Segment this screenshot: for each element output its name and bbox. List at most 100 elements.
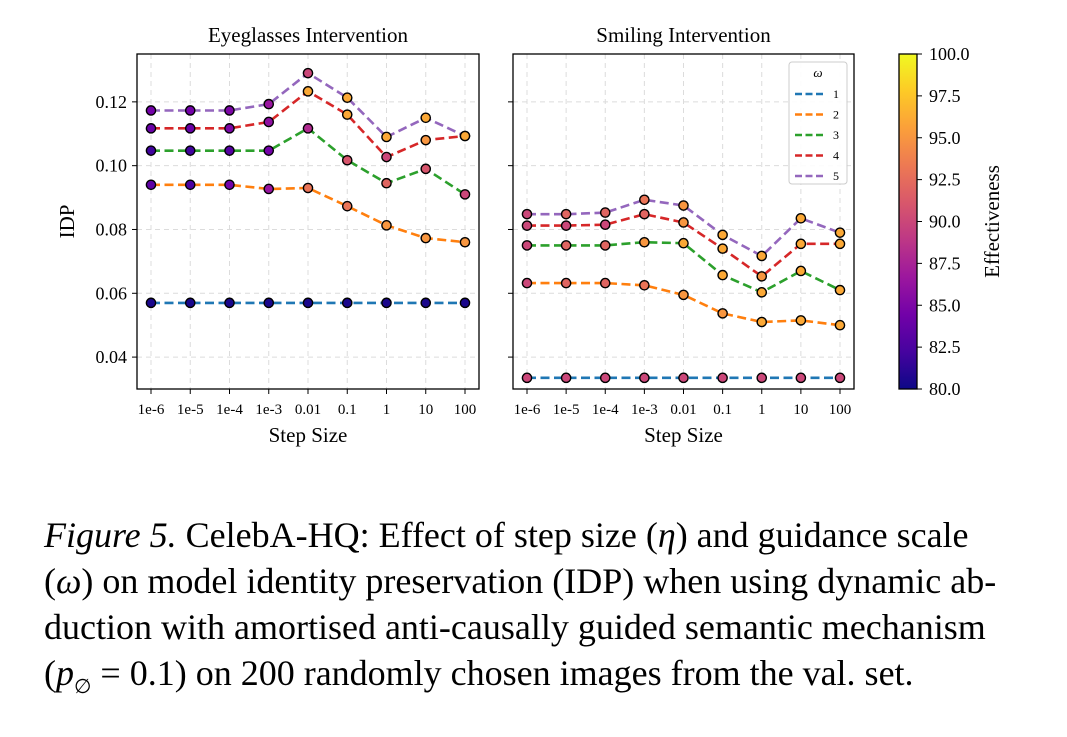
x-axis-label: Step Size <box>644 423 723 447</box>
data-point <box>381 177 392 189</box>
x-tick-label: 1e-6 <box>138 402 165 418</box>
colorbar-tick-label: 85.0 <box>929 295 961 315</box>
data-point <box>599 277 611 289</box>
panel-title: Eyeglasses Intervention <box>208 23 409 47</box>
data-point <box>341 200 353 212</box>
data-point <box>420 134 432 146</box>
colorbar-tick-label: 90.0 <box>929 212 961 232</box>
data-point <box>639 280 650 291</box>
data-point <box>717 229 728 241</box>
data-point <box>795 238 807 250</box>
series-line-omega-3 <box>527 240 841 294</box>
data-point <box>756 287 768 298</box>
colorbar-tick-label: 80.0 <box>929 379 961 399</box>
data-point <box>224 105 235 116</box>
data-point <box>678 200 689 211</box>
data-point <box>263 98 275 110</box>
data-point <box>184 123 196 134</box>
x-tick-label: 1e-3 <box>255 402 282 418</box>
data-point <box>834 284 846 296</box>
x-tick-label: 0.01 <box>670 402 696 418</box>
data-point <box>834 227 846 238</box>
data-point <box>302 182 314 194</box>
data-point <box>420 163 432 175</box>
x-tick-label: 1e-5 <box>177 402 204 418</box>
data-point <box>717 269 728 281</box>
colorbar-gradient <box>898 53 918 390</box>
legend-label: 5 <box>833 169 839 183</box>
data-point <box>599 207 611 218</box>
data-point <box>678 237 689 249</box>
data-point <box>756 372 768 384</box>
caption-text-3: ( <box>44 561 56 601</box>
data-point <box>459 189 471 200</box>
panel-title: Smiling Intervention <box>596 23 771 47</box>
colorbar-tick-label: 100.0 <box>929 44 970 64</box>
x-tick-label: 100 <box>454 402 477 418</box>
y-tick-label: 0.04 <box>96 347 128 367</box>
data-point <box>560 208 572 220</box>
data-point <box>795 265 807 277</box>
colorbar-label: Effectiveness <box>980 165 1004 278</box>
data-point <box>302 297 314 309</box>
smiling-panel: 1e-6 1e-5 1e-4 1e-3 0.01 0.1 1 10 100 Smiling Int… <box>508 23 855 447</box>
data-point <box>678 217 689 228</box>
caption-text-2: ) and guidance scale <box>675 515 969 555</box>
data-point <box>263 297 275 309</box>
data-point <box>145 123 157 134</box>
y-tick-label: 0.12 <box>96 92 128 112</box>
data-point <box>717 308 728 319</box>
x-tick-label: 100 <box>829 402 852 418</box>
data-point <box>834 319 846 331</box>
data-point <box>459 130 471 142</box>
data-point <box>381 151 392 163</box>
data-point <box>459 236 471 248</box>
caption-text-7: = 0.1) on 200 randomly chosen images fro… <box>91 653 914 693</box>
colorbar-tick-label: 82.5 <box>929 337 961 357</box>
data-point <box>521 277 533 289</box>
data-point <box>302 123 314 134</box>
data-point <box>756 271 768 282</box>
legend-label: 1 <box>833 87 839 101</box>
colorbar-tick-label: 95.0 <box>929 128 961 148</box>
caption-text-4: ) on model identity preservation (IDP) w… <box>81 561 997 601</box>
caption-p-sub: ∅ <box>74 676 92 699</box>
data-point <box>521 208 533 220</box>
y-tick-label: 0.06 <box>96 283 128 303</box>
data-point <box>224 179 235 191</box>
data-point <box>381 220 392 231</box>
caption-p: p <box>56 653 74 693</box>
data-point <box>184 297 196 309</box>
data-point <box>560 277 572 289</box>
x-tick-label: 0.01 <box>295 402 321 418</box>
data-point <box>145 297 157 309</box>
x-tick-label: 1 <box>758 402 766 418</box>
data-point <box>302 67 314 79</box>
series-line-omega-4 <box>527 212 840 279</box>
data-point <box>834 238 846 250</box>
data-point <box>341 297 353 309</box>
plot-frame <box>136 53 480 390</box>
data-point <box>639 372 650 384</box>
x-tick-label: 1e-5 <box>553 402 580 418</box>
data-point <box>795 315 807 326</box>
caption-text-6: ( <box>44 653 56 693</box>
legend-label: 2 <box>833 108 839 122</box>
x-tick-label: 0.1 <box>713 402 732 418</box>
figure-caption: Figure 5. CelebA-HQ: Effect of step size… <box>44 512 1034 710</box>
data-point <box>224 123 235 134</box>
data-point <box>599 372 611 384</box>
data-point <box>560 240 572 251</box>
data-point <box>224 145 235 156</box>
data-point <box>521 372 533 384</box>
caption-omega: ω <box>56 561 82 601</box>
data-point <box>639 208 650 220</box>
legend-title: ω <box>813 65 822 80</box>
colorbar: 80.0 82.5 85.0 87.5 90.0 92.5 95.0 97.5 100.0 Eff… <box>898 44 1004 399</box>
legend-label: 4 <box>833 149 839 163</box>
colorbar-tick-label: 87.5 <box>929 253 961 273</box>
data-point <box>145 145 157 156</box>
caption-text-1: CelebA-HQ: Effect of step size ( <box>176 515 658 555</box>
data-point <box>420 232 432 244</box>
data-point <box>184 145 196 156</box>
